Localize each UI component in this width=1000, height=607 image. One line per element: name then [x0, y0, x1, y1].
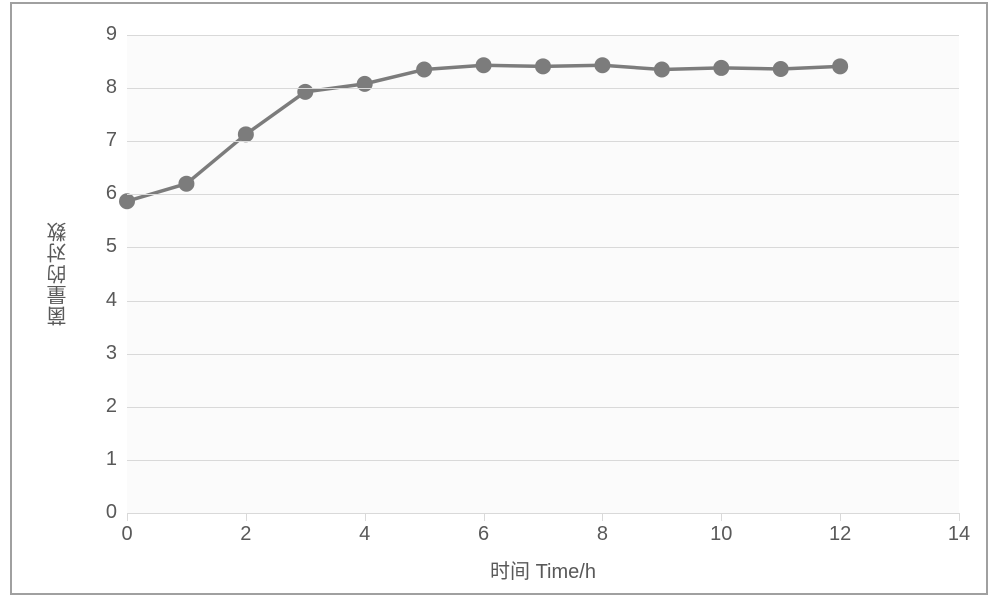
y-tick-label: 1: [87, 448, 117, 471]
gridline-y: [127, 407, 959, 408]
y-tick-label: 0: [87, 501, 117, 524]
x-tick-label: 8: [582, 523, 622, 546]
x-axis-title: 时间 Time/h: [127, 555, 959, 584]
y-tick-label: 2: [87, 395, 117, 418]
y-tick-label: 6: [87, 182, 117, 205]
y-tick-label: 7: [87, 129, 117, 152]
x-tick-mark: [840, 513, 841, 521]
x-tick-mark: [484, 513, 485, 521]
x-tick-mark: [365, 513, 366, 521]
y-tick-label: 4: [87, 289, 117, 312]
x-tick-label: 6: [464, 523, 504, 546]
data-point: [654, 62, 670, 78]
plot-area: [127, 35, 959, 513]
x-tick-mark: [602, 513, 603, 521]
y-tick-label: 9: [87, 23, 117, 46]
x-tick-label: 14: [939, 523, 979, 546]
gridline-y: [127, 301, 959, 302]
chart-frame: 菌量的对数 时间 Time/h 012345678902468101214: [10, 2, 988, 595]
y-tick-label: 3: [87, 342, 117, 365]
data-point: [535, 58, 551, 74]
data-point: [238, 126, 254, 142]
y-axis-title: 菌量的对数: [44, 214, 73, 334]
data-point: [773, 61, 789, 77]
data-point: [476, 57, 492, 73]
x-tick-mark: [246, 513, 247, 521]
data-point: [119, 193, 135, 209]
data-point: [713, 60, 729, 76]
x-tick-label: 10: [701, 523, 741, 546]
gridline-y: [127, 35, 959, 36]
x-tick-mark: [127, 513, 128, 521]
x-tick-label: 4: [345, 523, 385, 546]
gridline-y: [127, 247, 959, 248]
series-line-layer: [127, 35, 959, 513]
data-point: [357, 76, 373, 92]
data-point: [594, 57, 610, 73]
series-line: [127, 65, 840, 201]
data-point: [178, 176, 194, 192]
data-point: [297, 84, 313, 100]
x-tick-mark: [721, 513, 722, 521]
gridline-y: [127, 354, 959, 355]
gridline-y: [127, 194, 959, 195]
gridline-y: [127, 513, 959, 514]
data-point: [416, 62, 432, 78]
y-tick-label: 5: [87, 235, 117, 258]
x-tick-label: 2: [226, 523, 266, 546]
y-tick-label: 8: [87, 76, 117, 99]
x-tick-mark: [959, 513, 960, 521]
gridline-y: [127, 88, 959, 89]
data-point: [832, 58, 848, 74]
x-tick-label: 0: [107, 523, 147, 546]
x-tick-label: 12: [820, 523, 860, 546]
gridline-y: [127, 141, 959, 142]
gridline-y: [127, 460, 959, 461]
